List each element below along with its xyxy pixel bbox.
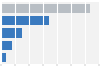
Bar (1, 16, 49, 25)
Bar (1, 28, 22, 38)
Bar (1, 53, 6, 62)
Bar (1, 41, 12, 50)
Bar (1, 4, 90, 13)
